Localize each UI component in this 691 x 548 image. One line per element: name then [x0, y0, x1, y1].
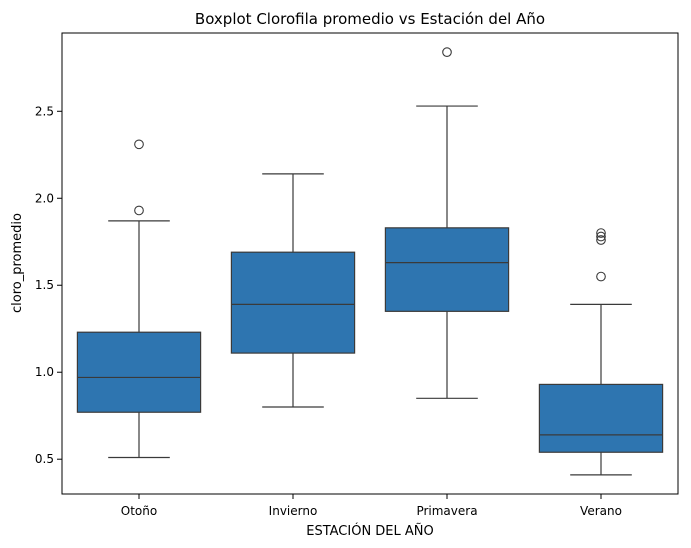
- outlier-point: [596, 271, 606, 282]
- outlier-point: [596, 231, 606, 242]
- outlier-point: [134, 139, 144, 150]
- outlier-point: [442, 47, 452, 57]
- x-tick-label: Otoño: [121, 504, 157, 518]
- iqr-box: [384, 227, 510, 312]
- outlier-point: [596, 235, 606, 245]
- iqr-box: [76, 331, 202, 413]
- y-axis-label: cloro_promedio: [10, 213, 25, 313]
- x-axis-label: ESTACIÓN DEL AÑO: [306, 523, 434, 539]
- iqr-box: [230, 251, 356, 354]
- chart-title: Boxplot Clorofila promedio vs Estación d…: [195, 10, 545, 28]
- plot-frame: [61, 32, 679, 495]
- outlier-point: [596, 228, 606, 238]
- x-tick-label: Verano: [580, 504, 622, 518]
- iqr-box: [538, 383, 664, 453]
- y-tick-label: 1.5: [35, 278, 54, 292]
- outlier-point: [134, 205, 144, 216]
- x-tick-label: Primavera: [416, 504, 477, 518]
- plot-area: 0.5 1.0 1.5 2.0 2.5 Otoño Invierno Primavera Ver…: [35, 47, 664, 518]
- y-tick-label: 0.5: [35, 452, 54, 466]
- y-tick-label: 2.5: [35, 104, 54, 118]
- x-tick-label: Invierno: [269, 504, 318, 518]
- y-tick-label: 1.0: [35, 365, 54, 379]
- y-tick-label: 2.0: [35, 191, 54, 205]
